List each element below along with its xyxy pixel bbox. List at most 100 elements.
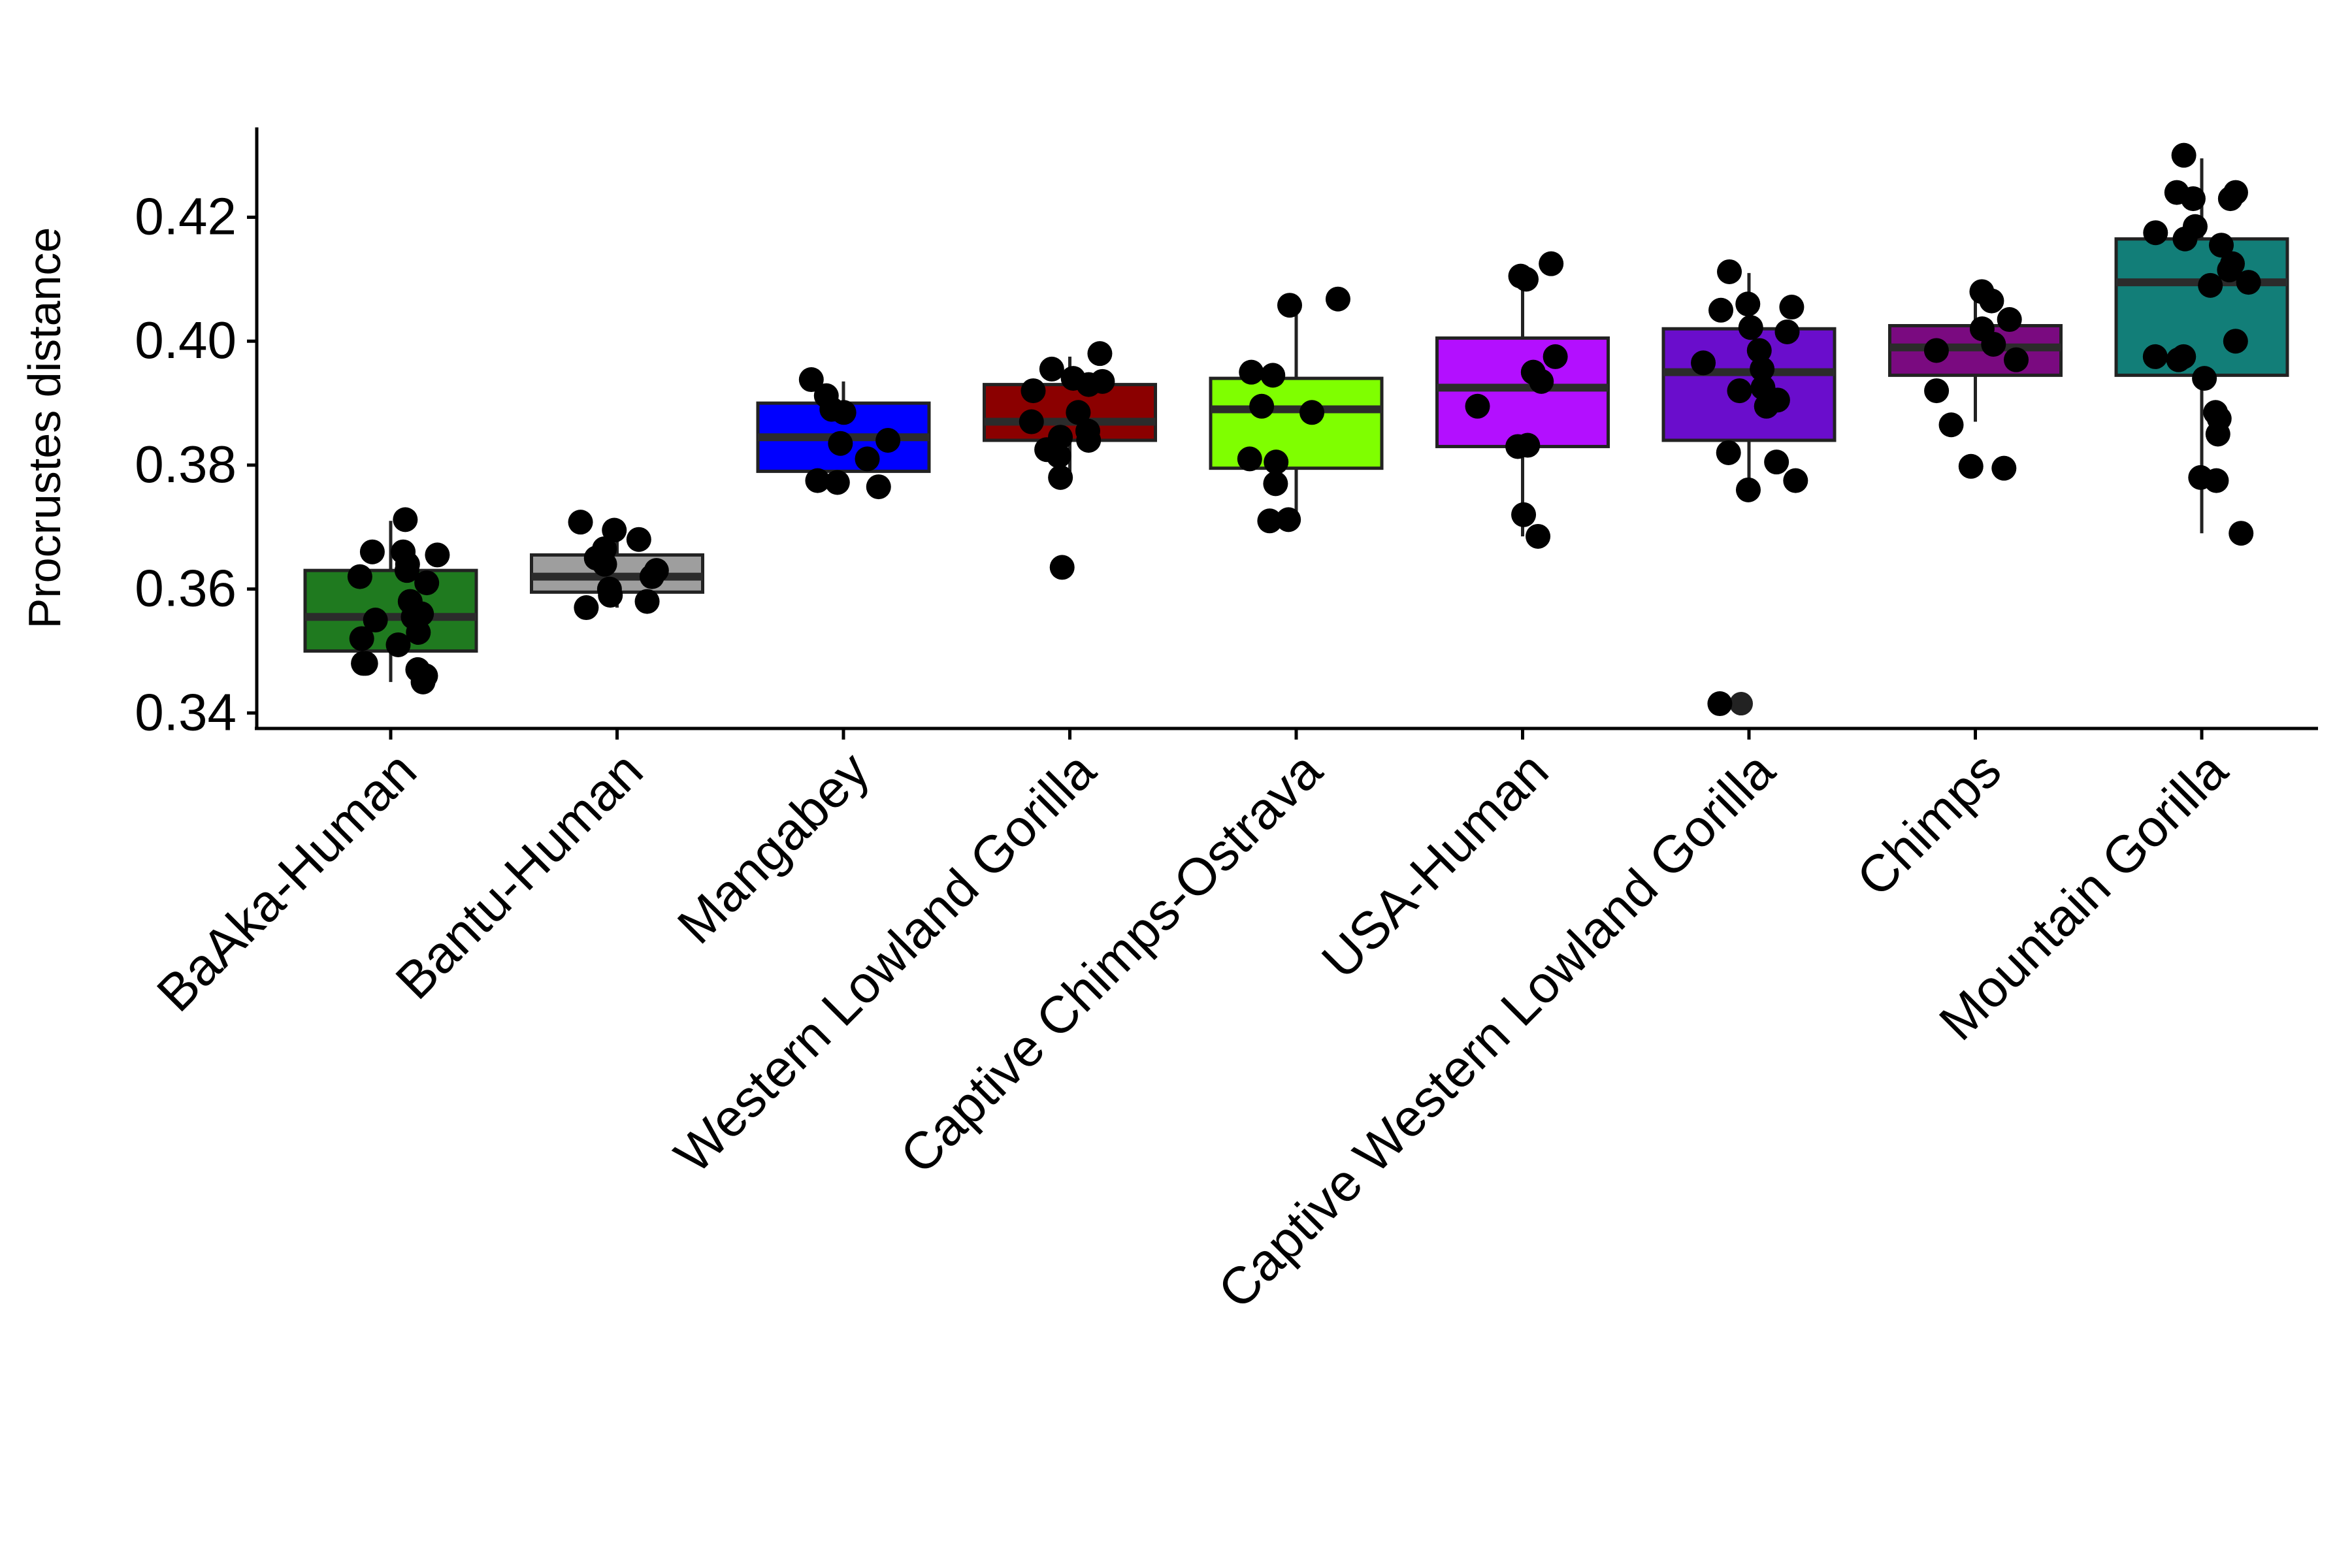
data-point [410,669,436,694]
data-point [1735,291,1761,317]
data-point [1783,468,1808,493]
data-point [1750,356,1775,382]
x-tick-label: Captive Chimps-Ostrava [889,741,1333,1184]
x-tick-label: Mangabey [666,741,880,955]
x-tick-label: Chimps [1846,741,2012,907]
data-point [1264,449,1289,475]
data-point [1735,477,1761,502]
data-point [1087,341,1113,367]
data-point [1257,508,1282,534]
box-group [983,341,1157,580]
data-point [425,542,450,568]
data-point [2205,421,2230,447]
data-point [406,619,431,645]
data-point [1066,400,1091,425]
box [1435,336,1610,448]
data-point [2166,347,2191,372]
data-point [2004,347,2029,372]
y-tick-label: 0.42 [135,188,237,246]
data-point [1923,338,1949,363]
data-point [363,608,388,633]
data-point [1764,449,1789,475]
data-point [1514,267,1539,292]
data-point [598,583,623,608]
y-axis: 0.34 0.36 0.38 0.40 0.42 [135,127,259,741]
y-tick-label: 0.38 [135,435,237,493]
data-point [2209,233,2234,258]
data-point [1260,363,1286,388]
data-point [1511,502,1537,527]
data-point [2204,468,2229,493]
data-point [1938,412,1964,438]
y-axis-title: Procrustes distance [19,227,70,629]
data-point [1708,297,1734,323]
data-point [1738,315,1763,340]
data-point [602,517,627,543]
data-point [2180,186,2206,212]
data-point [1021,378,1046,404]
data-point [639,564,664,589]
y-tick-label: 0.40 [135,311,237,369]
data-point [1779,295,1805,320]
data-point [1979,288,2004,314]
box-group [1888,279,2063,481]
data-point [351,651,376,676]
y-tick-label: 0.34 [135,683,237,741]
data-point [1691,350,1716,376]
data-point [1299,400,1325,425]
data-point [2192,366,2217,391]
data-point [349,626,374,651]
data-point [1727,378,1752,404]
data-point [2172,226,2198,252]
box-group [530,510,704,621]
data-point [866,474,891,500]
data-point [798,367,824,393]
data-point [2198,272,2223,298]
data-point [1716,440,1741,465]
box-group [756,367,931,500]
data-point [2217,186,2243,212]
data-point [831,400,857,425]
data-point [1958,453,1984,479]
data-point [1717,259,1742,284]
data-point [2143,220,2168,246]
data-point [1526,523,1551,549]
data-point [1239,359,1264,385]
data-point [1465,393,1490,419]
data-point [1505,434,1531,459]
data-point [828,431,853,456]
outlier-point [1729,692,1753,716]
data-point [414,570,440,596]
box-group [303,507,478,694]
plot-area [303,142,2289,717]
data-point [592,551,617,577]
data-point [1981,331,2006,357]
data-point [1076,427,1102,453]
data-point [2223,329,2248,354]
data-point [393,507,418,532]
data-point [1774,319,1800,344]
data-point [1039,356,1064,382]
data-point [1746,338,1772,363]
data-point [1249,393,1275,419]
box [2114,237,2289,377]
x-tick-label: BaAka-Human [146,741,427,1022]
data-point [359,539,385,564]
data-point [1754,393,1779,419]
box-group [1209,286,1384,534]
data-point [385,632,411,657]
data-point [1325,286,1350,312]
data-point [568,510,593,535]
y-tick-label: 0.36 [135,559,237,617]
data-point [2229,521,2254,546]
data-point [1076,372,1102,397]
data-point [1991,455,2017,481]
data-point [1276,507,1301,532]
data-point [394,558,419,583]
data-point [1543,344,1568,369]
data-point [2236,270,2261,295]
data-point [805,468,830,493]
data-point [2171,142,2197,168]
